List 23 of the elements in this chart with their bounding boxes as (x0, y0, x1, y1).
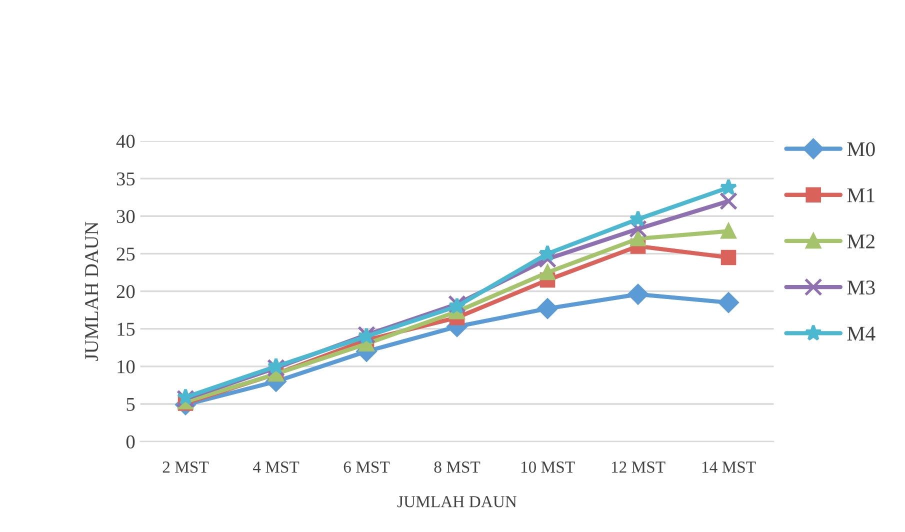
legend-label: M0 (847, 142, 875, 156)
legend-label: M1 (847, 188, 874, 202)
y-axis-title: JUMLAH DAUN (85, 222, 98, 361)
y-tick-label: 35 (116, 172, 135, 186)
y-tick-label: 0 (126, 435, 135, 448)
y-tick-label: 30 (116, 210, 135, 224)
x-tick-label: 12 MST (612, 462, 666, 473)
y-tick-label: 25 (116, 248, 135, 261)
y-tick-label: 15 (118, 322, 135, 336)
y-tick-label: 5 (126, 398, 135, 411)
x-tick-label: 8 MST (434, 461, 480, 473)
y-tick-label: 10 (118, 360, 135, 374)
x-tick-label: 6 MST (344, 462, 390, 473)
legend-label: M3 (847, 280, 875, 295)
x-axis-title: JUMLAH DAUN (397, 496, 517, 508)
y-tick-label: 20 (116, 285, 135, 298)
x-tick-label: 14 MST (702, 462, 756, 473)
x-tick-label: 2 MST (162, 462, 209, 473)
y-tick-label: 40 (116, 134, 135, 148)
legend-label: M4 (847, 326, 876, 340)
x-tick-label: 4 MST (252, 462, 300, 473)
legend-label: M2 (847, 234, 874, 248)
x-tick-label: 10 MST (521, 461, 575, 473)
